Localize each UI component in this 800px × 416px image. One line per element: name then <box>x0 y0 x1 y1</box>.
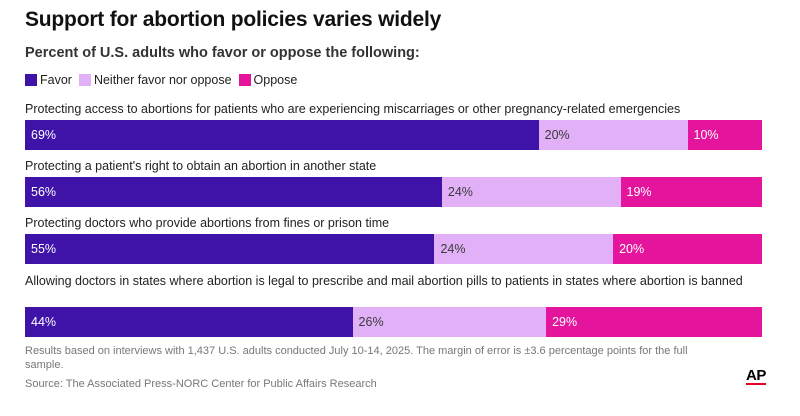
bar-segment-neither: 24% <box>441 177 621 207</box>
bar-segment-favor: 55% <box>25 234 435 264</box>
row-label: Allowing doctors in states where abortio… <box>25 274 743 288</box>
bar-segment-favor: 56% <box>25 177 442 207</box>
bar-segment-oppose: 10% <box>687 120 762 150</box>
row-label: Protecting doctors who provide abortions… <box>25 216 390 230</box>
data-label: 10% <box>693 128 719 142</box>
chart-title: Support for abortion policies varies wid… <box>25 8 442 31</box>
bar-segment-neither: 24% <box>434 234 614 264</box>
legend-item-favor: Favor <box>25 73 72 87</box>
data-label: 20% <box>544 128 570 142</box>
row-label: Protecting a patient's right to obtain a… <box>25 159 377 173</box>
data-label: 19% <box>626 185 652 199</box>
legend-item-oppose: Oppose <box>238 73 298 87</box>
bar-segment-oppose: 29% <box>546 307 762 337</box>
data-label: 20% <box>619 242 645 256</box>
stacked-bar: 69% 20% 10% <box>25 120 762 150</box>
data-label: 56% <box>31 185 57 199</box>
ap-logo: AP <box>746 367 766 385</box>
stacked-bar: 55% 24% 20% <box>25 234 762 264</box>
data-label: 24% <box>447 185 473 199</box>
bar-segment-favor: 69% <box>25 120 539 150</box>
bar-segment-neither: 20% <box>538 120 688 150</box>
stacked-bar: 44% 26% 29% <box>25 307 762 337</box>
legend: Favor Neither favor nor oppose Oppose <box>25 73 304 87</box>
legend-swatch-neither <box>78 74 91 86</box>
row-label: Protecting access to abortions for patie… <box>25 102 681 116</box>
legend-label-oppose: Oppose <box>253 73 298 87</box>
data-label: 69% <box>31 128 57 142</box>
data-label: 24% <box>440 242 466 256</box>
legend-item-neither: Neither favor nor oppose <box>78 73 232 87</box>
stacked-bar: 56% 24% 19% <box>25 177 762 207</box>
legend-label-favor: Favor <box>40 73 72 87</box>
bar-segment-favor: 44% <box>25 307 353 337</box>
data-label: 26% <box>358 315 384 329</box>
data-label: 44% <box>31 315 57 329</box>
bar-segment-oppose: 20% <box>613 234 762 264</box>
legend-label-neither: Neither favor nor oppose <box>93 73 232 87</box>
source-text: Source: The Associated Press-NORC Center… <box>25 378 377 390</box>
legend-swatch-favor <box>25 74 37 86</box>
data-label: 55% <box>31 242 57 256</box>
data-label: 29% <box>552 315 578 329</box>
bar-segment-neither: 26% <box>352 307 547 337</box>
chart-subtitle: Percent of U.S. adults who favor or oppo… <box>25 45 420 61</box>
legend-swatch-oppose <box>238 74 251 86</box>
notes-text: Results based on interviews with 1,437 U… <box>25 345 688 371</box>
bar-segment-oppose: 19% <box>620 177 762 207</box>
